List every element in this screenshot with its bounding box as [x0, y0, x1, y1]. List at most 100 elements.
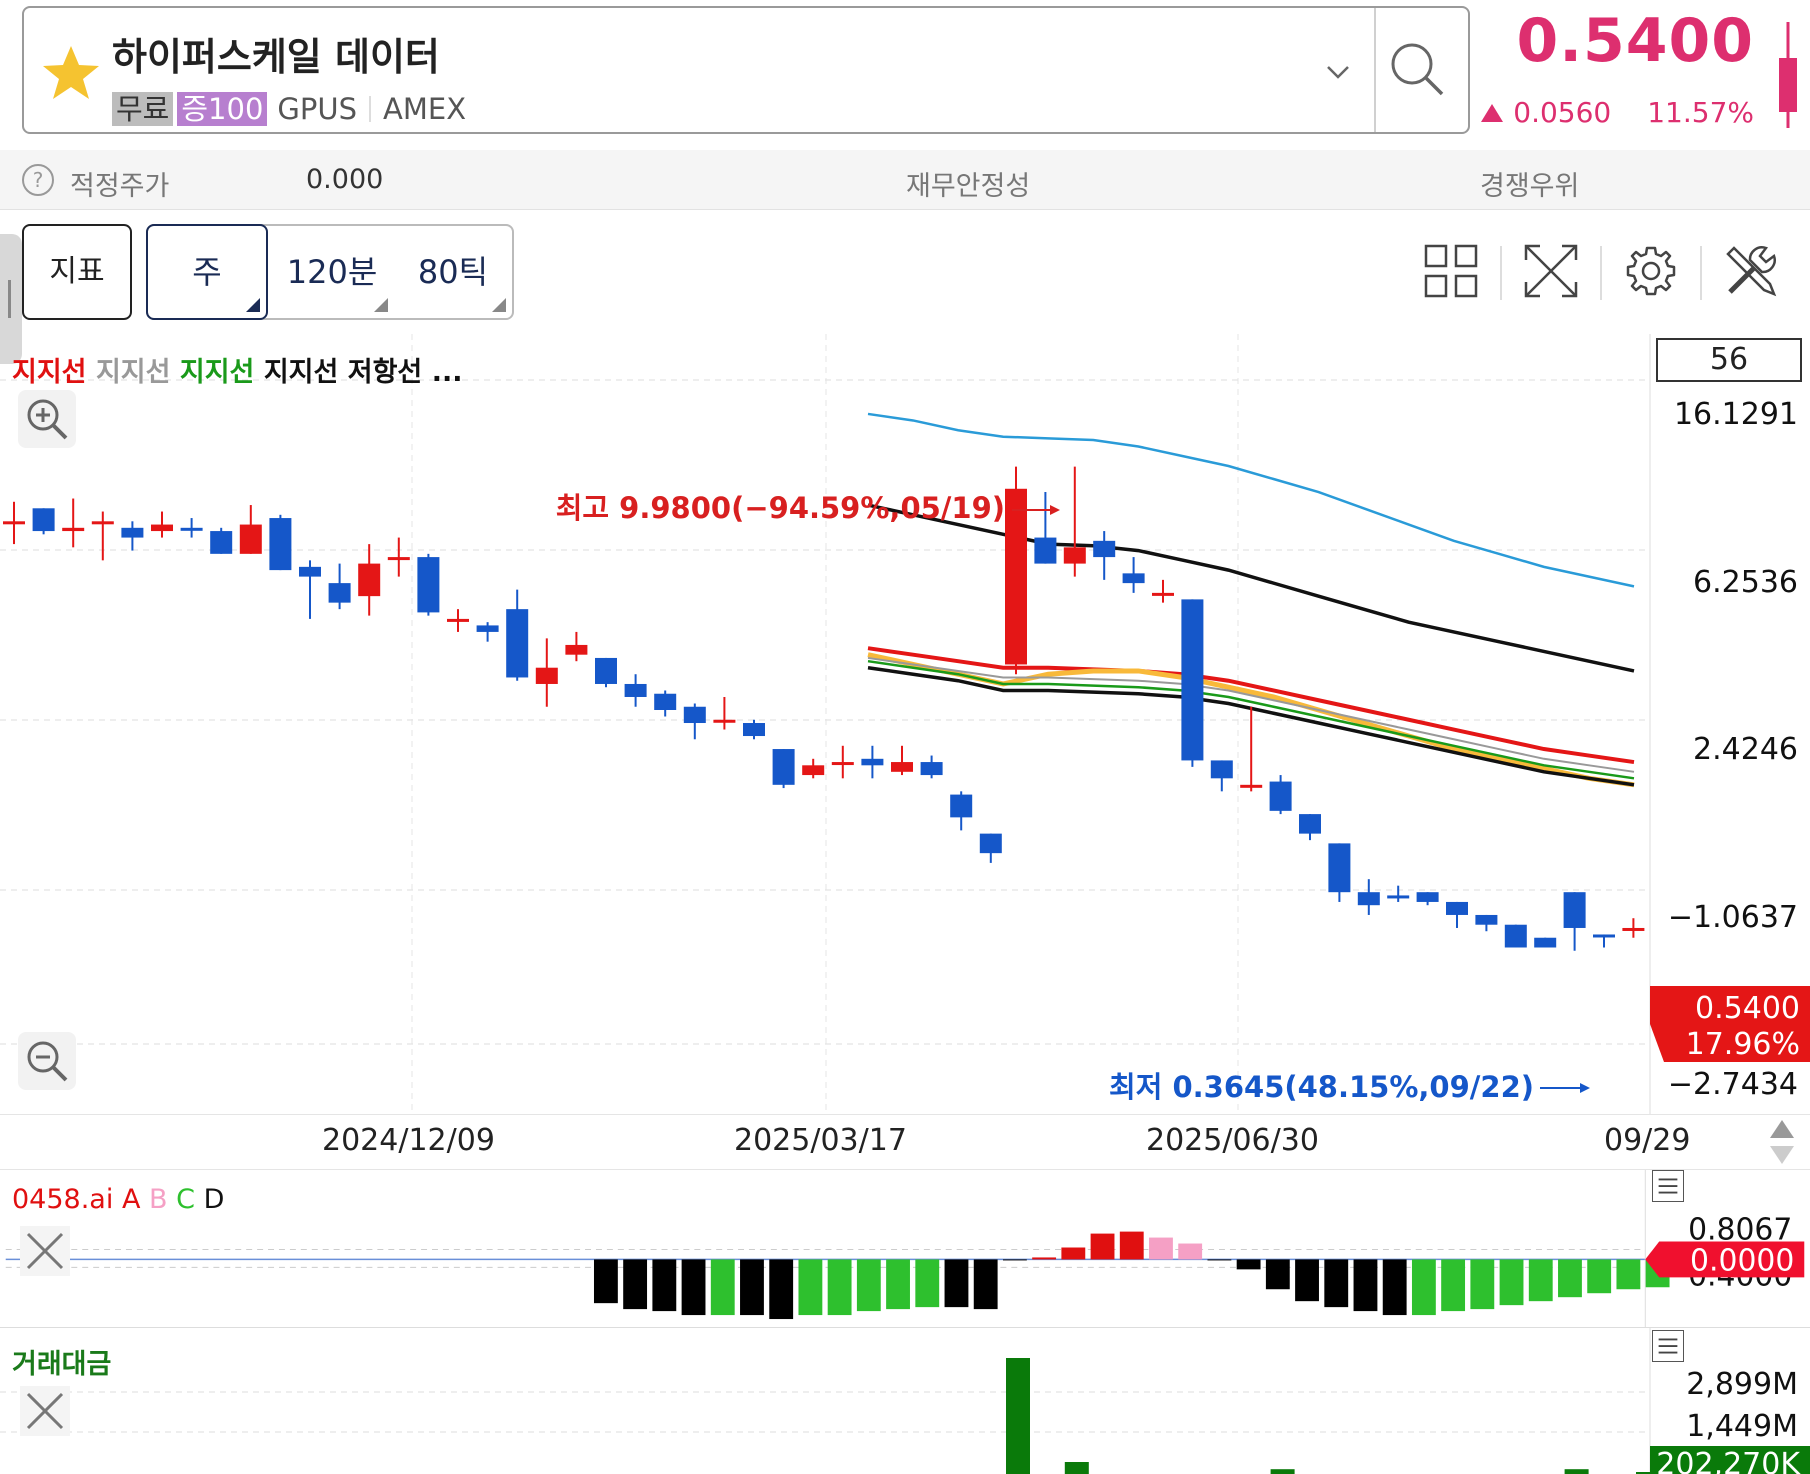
fullscreen-icon[interactable] — [1520, 240, 1582, 302]
candle-body — [654, 693, 677, 710]
price-change: 0.0560 11.57% — [1481, 96, 1754, 129]
candle-body — [121, 527, 144, 538]
up-arrow-icon — [1481, 104, 1504, 122]
side-panel-handle[interactable] — [0, 234, 22, 364]
legend-support-red: 지지선 — [12, 357, 87, 388]
high-annotation: 최고 9.9800(−94.59%,05/19) — [556, 491, 1005, 525]
indicator-bar — [1265, 1259, 1290, 1290]
help-icon[interactable]: ? — [22, 164, 54, 196]
legend-support-green: 지지선 — [179, 357, 255, 388]
candle-body — [1063, 547, 1086, 564]
candle-body — [417, 557, 440, 613]
indicator-bar — [973, 1259, 998, 1310]
indicator-bar — [827, 1259, 852, 1316]
candle-body — [1475, 914, 1498, 925]
ma-line-blue — [867, 412, 1635, 588]
period-80tick[interactable]: 80틱 — [394, 226, 512, 318]
candle-body — [1152, 592, 1174, 596]
period-120min[interactable]: 120분 — [270, 226, 394, 318]
candle-body — [1181, 599, 1204, 761]
high-arrow-head — [1050, 505, 1060, 515]
candle-body — [1005, 488, 1027, 665]
candle-body — [476, 625, 499, 632]
change-amount: 0.0560 — [1513, 96, 1612, 129]
trading-value-chart[interactable]: 2,899M 1,449M 202,270K — [0, 1328, 1810, 1474]
indicator-0458-legend[interactable]: 0458.ai A B C D — [12, 1184, 224, 1215]
tag-divider — [369, 96, 372, 122]
candle-body — [180, 527, 203, 531]
candle-body — [210, 531, 233, 554]
indicator-bar — [623, 1259, 648, 1310]
indicator-button[interactable]: 지표 — [22, 224, 132, 320]
candle-body — [1093, 540, 1116, 558]
indicator-bar — [798, 1259, 823, 1316]
current-volume-tag — [1650, 1446, 1810, 1474]
candle-body — [1240, 784, 1263, 788]
support-resistance-legend[interactable]: 지지선 지지선 지지선 지지선 저항선 ... — [12, 350, 462, 389]
axis-scroll-icon[interactable] — [1768, 1118, 1796, 1166]
legend-resistance: 저항선 — [347, 357, 423, 388]
indicator-bar — [1178, 1243, 1203, 1260]
toolbar-divider — [1600, 246, 1602, 300]
favorite-star-icon[interactable] — [38, 40, 104, 106]
stock-selector[interactable]: 하이퍼스케일 데이터 무료 증100 GPUS AMEX — [22, 6, 1470, 134]
close-icon[interactable] — [20, 1386, 70, 1436]
indicator-bar — [1295, 1259, 1319, 1302]
search-divider — [1374, 8, 1376, 132]
y-axis-label: 2.4246 — [1693, 732, 1798, 767]
period-120min-label: 120분 — [286, 253, 378, 291]
candle-body — [920, 762, 943, 776]
candle-body — [535, 667, 558, 684]
trading-value-legend[interactable]: 거래대금 — [12, 1349, 112, 1380]
candle-body — [979, 833, 1002, 854]
current-price-label: 0.5400 — [1695, 991, 1800, 1026]
candle-body — [32, 508, 55, 532]
corner-arrow-icon — [374, 298, 388, 312]
candle-body — [1269, 781, 1292, 811]
candle-body — [1416, 892, 1439, 902]
candle-body — [595, 657, 617, 684]
grid-layout-icon[interactable] — [1420, 240, 1482, 302]
date-axis[interactable]: 2024/12/09 2025/03/17 2025/06/30 09/29 — [0, 1114, 1810, 1170]
period-weekly-label: 주 — [192, 253, 222, 291]
financial-stability-label[interactable]: 재무안정성 — [906, 171, 1031, 202]
indicator-bar — [1616, 1259, 1641, 1290]
competitive-advantage-label[interactable]: 경쟁우위 — [1480, 171, 1580, 202]
menu-icon[interactable] — [1652, 1170, 1684, 1202]
y-axis-label: 1,449M — [1686, 1409, 1798, 1444]
candle-body — [1357, 892, 1380, 906]
ma-line-red — [867, 646, 1635, 765]
candle-body — [1034, 537, 1057, 564]
zoom-in-icon[interactable] — [18, 390, 76, 448]
legend-more: ... — [431, 357, 463, 388]
legend-d: D — [203, 1184, 225, 1215]
fair-price-label[interactable]: 적정주가 — [70, 171, 170, 202]
gear-icon[interactable] — [1620, 240, 1682, 302]
stock-tags: 무료 증100 GPUS AMEX — [112, 92, 466, 126]
candle-body — [1446, 901, 1468, 915]
tools-icon[interactable] — [1720, 240, 1782, 302]
candle-body — [1122, 573, 1145, 584]
candle-body — [328, 583, 351, 603]
indicator-bar — [1324, 1259, 1349, 1308]
chevron-down-icon[interactable] — [1318, 52, 1358, 92]
indicator-bar — [1528, 1259, 1553, 1302]
indicator-bar — [944, 1259, 969, 1308]
period-weekly[interactable]: 주 — [146, 224, 268, 320]
candle-body — [565, 644, 588, 655]
indicator-bar — [740, 1259, 764, 1316]
price-chart[interactable]: 최고 9.9800(−94.59%,05/19) 최저 0.3645(48.15%… — [0, 334, 1810, 1114]
menu-icon[interactable] — [1652, 1330, 1684, 1362]
indicator-bar — [886, 1259, 910, 1310]
candle-body — [1622, 927, 1645, 931]
volume-bar — [1270, 1469, 1295, 1474]
indicator-bar — [1002, 1259, 1027, 1261]
close-icon[interactable] — [20, 1226, 70, 1276]
candle-count-box[interactable]: 56 — [1656, 338, 1802, 382]
zoom-out-icon[interactable] — [18, 1032, 76, 1090]
corner-arrow-icon — [492, 298, 506, 312]
search-icon[interactable] — [1378, 30, 1458, 110]
candle-body — [3, 521, 25, 525]
ma-line-green — [867, 659, 1635, 780]
